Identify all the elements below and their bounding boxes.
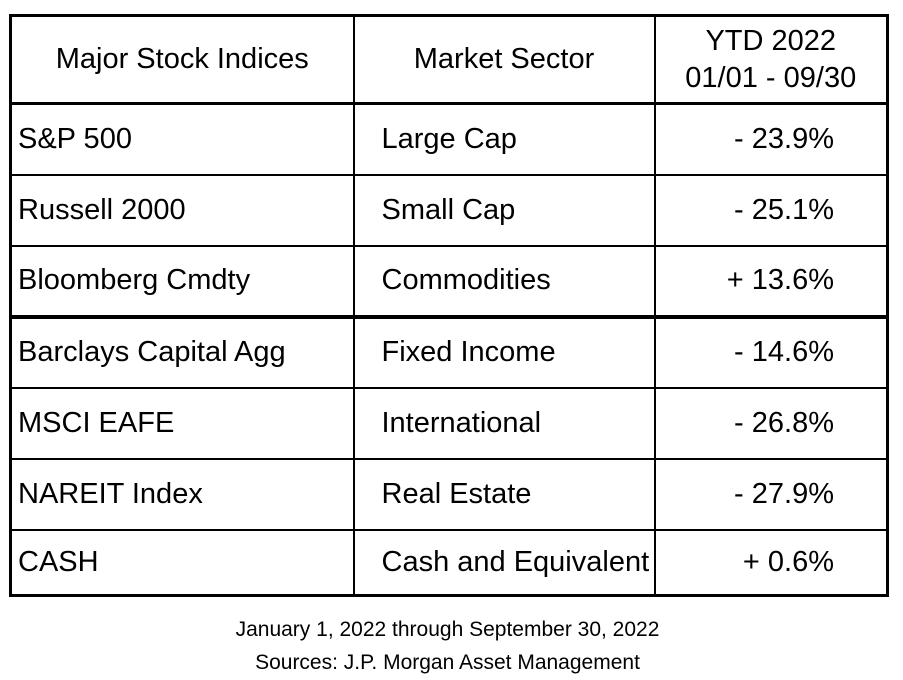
cell-index-name: CASH [9,528,355,597]
cell-index-name: NAREIT Index [9,457,355,531]
performance-table: Major Stock Indices Market Sector YTD 20… [9,14,889,597]
cell-ytd-value: - 25.1% [653,173,889,247]
cell-ytd-value: - 23.9% [653,102,889,176]
header-ytd-line2: 01/01 - 09/30 [685,61,857,94]
table-row-cash: CASH Cash and Equivalent + 0.6% [9,528,889,597]
footnote-source: Sources: J.P. Morgan Asset Management [255,651,640,674]
cell-ytd-value: - 14.6% [653,314,889,389]
cell-ytd-value: - 26.8% [653,386,889,460]
cell-ytd-value: - 27.9% [653,457,889,531]
cell-market-sector: Cash and Equivalent [352,528,656,597]
cell-ytd-value: + 13.6% [653,244,889,318]
cell-index-name: Bloomberg Cmdty [9,244,355,318]
table-header-row: Major Stock Indices Market Sector YTD 20… [9,14,889,105]
header-ytd-line1: YTD 2022 [705,24,837,57]
table-row-barclays-agg: Barclays Capital Agg Fixed Income - 14.6… [9,314,889,389]
cell-market-sector: Commodities [352,244,656,318]
table-row-sp500: S&P 500 Large Cap - 23.9% [9,102,889,176]
cell-index-name: S&P 500 [9,102,355,176]
cell-index-name: Russell 2000 [9,173,355,247]
cell-index-name: Barclays Capital Agg [9,314,355,389]
header-ytd-2022: YTD 2022 01/01 - 09/30 [653,14,889,105]
header-major-stock-indices: Major Stock Indices [9,14,355,105]
cell-market-sector: Small Cap [352,173,656,247]
cell-market-sector: International [352,386,656,460]
table-row-msci-eafe: MSCI EAFE International - 26.8% [9,386,889,460]
cell-ytd-value: + 0.6% [653,528,889,597]
footnote: January 1, 2022 through September 30, 20… [9,613,886,679]
cell-market-sector: Real Estate [352,457,656,531]
cell-market-sector: Fixed Income [352,314,656,389]
header-market-sector: Market Sector [352,14,656,105]
cell-index-name: MSCI EAFE [9,386,355,460]
table-row-russell2000: Russell 2000 Small Cap - 25.1% [9,173,889,247]
table-row-nareit-index: NAREIT Index Real Estate - 27.9% [9,457,889,531]
table-row-bloomberg-cmdty: Bloomberg Cmdty Commodities + 13.6% [9,244,889,318]
cell-market-sector: Large Cap [352,102,656,176]
footnote-period: January 1, 2022 through September 30, 20… [235,618,660,641]
